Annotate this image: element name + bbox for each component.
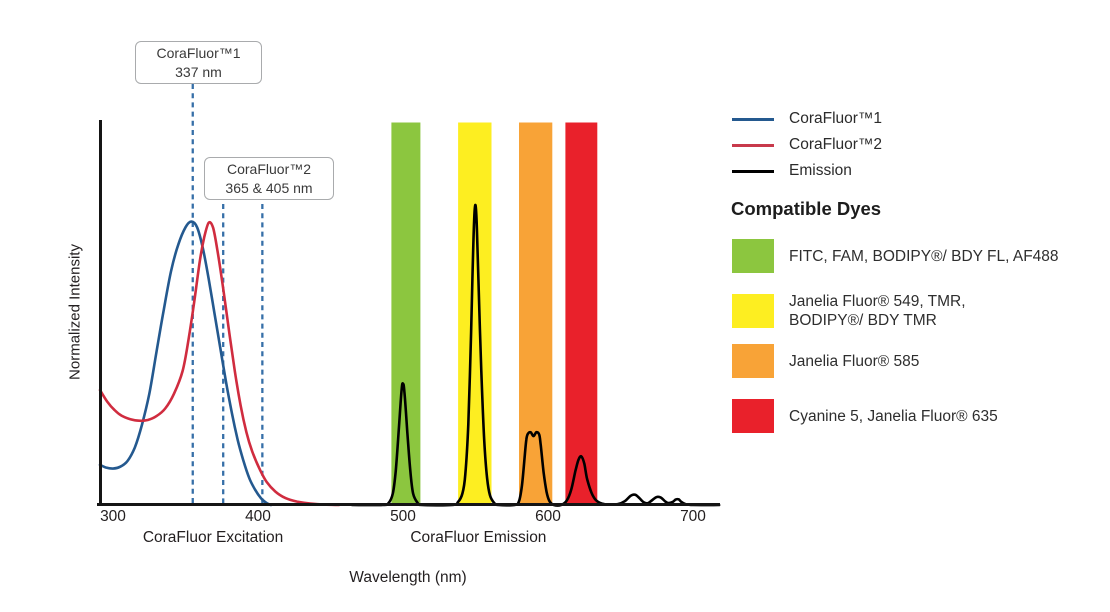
compatible-dyes-heading: Compatible Dyes: [731, 198, 882, 219]
emission-band-janeliafluor: [519, 122, 553, 504]
annotation-corafluor2: CoraFluor™2 365 & 405 nm: [204, 157, 334, 200]
dye-label: Cyanine 5, Janelia Fluor® 635: [789, 407, 998, 426]
dye-label-line: BODIPY®/ BDY TMR: [789, 312, 937, 329]
dye-label: FITC, FAM, BODIPY®/ BDY FL, AF488: [789, 247, 1059, 266]
emission-band-cyanine5jane: [565, 122, 598, 504]
emission-band-janeliafluor: [458, 122, 492, 504]
annotation-corafluor1-value: 337 nm: [175, 63, 222, 80]
dye-color-swatch: [732, 399, 774, 433]
dye-label: Janelia Fluor® 549, TMR, BODIPY®/ BDY TMR: [789, 292, 966, 330]
legend-item-label: CoraFluor™1: [789, 110, 883, 127]
x-tick-700: 700: [680, 508, 706, 525]
dye-row-2: Janelia Fluor® 585: [732, 344, 919, 378]
legend-line-swatch: [732, 143, 774, 147]
section-label-corafluorexcitation: CoraFluor Excitation: [142, 529, 284, 546]
y-axis-label: Normalized Intensity: [66, 244, 84, 380]
dye-label-line: FITC, FAM, BODIPY®/ BDY FL, AF488: [789, 247, 1059, 265]
curve-corafluor2: [98, 220, 341, 507]
legend-line-swatch: [732, 117, 774, 121]
x-tick-400: 400: [245, 508, 271, 525]
curve-corafluor1: [98, 220, 273, 507]
legend-item-emission: Emission: [732, 162, 882, 180]
x-axis-label: Wavelength (nm): [349, 569, 467, 586]
dye-label: Janelia Fluor® 585: [789, 352, 919, 371]
dye-row-0: FITC, FAM, BODIPY®/ BDY FL, AF488: [732, 239, 1059, 273]
legend-line-swatch: [732, 169, 774, 173]
dye-row-3: Cyanine 5, Janelia Fluor® 635: [732, 399, 998, 433]
dye-label-line: Janelia Fluor® 585: [789, 352, 920, 370]
dye-label-line: Janelia Fluor® 549, TMR,: [789, 293, 966, 310]
dye-label-line: Cyanine 5, Janelia Fluor® 635: [789, 407, 998, 425]
legend-item-label: CoraFluor™2: [789, 136, 883, 153]
dye-color-swatch: [732, 344, 774, 378]
x-tick-300: 300: [100, 508, 126, 525]
legend-item-label: Emission: [789, 162, 852, 179]
legend-item-corafluor2: CoraFluor™2: [732, 136, 882, 154]
section-label-corafluoremission: CoraFluor Emission: [410, 529, 547, 546]
dye-row-1: Janelia Fluor® 549, TMR, BODIPY®/ BDY TMR: [732, 292, 966, 330]
emission-band-fitcfambodip: [391, 122, 421, 504]
annotation-corafluor2-value: 365 & 405 nm: [225, 179, 313, 196]
x-tick-600: 600: [535, 508, 561, 525]
legend: CoraFluor™1 CoraFluor™2 Emission: [732, 110, 882, 180]
dye-color-swatch: [732, 294, 774, 328]
spectra-chart: [97, 84, 721, 507]
dye-color-swatch: [732, 239, 774, 273]
annotation-corafluor1: CoraFluor™1 337 nm: [135, 41, 262, 84]
annotation-corafluor2-title: CoraFluor™2: [226, 161, 312, 177]
legend-item-corafluor1: CoraFluor™1: [732, 110, 882, 128]
x-tick-500: 500: [390, 508, 416, 525]
annotation-corafluor1-title: CoraFluor™1: [156, 45, 241, 61]
